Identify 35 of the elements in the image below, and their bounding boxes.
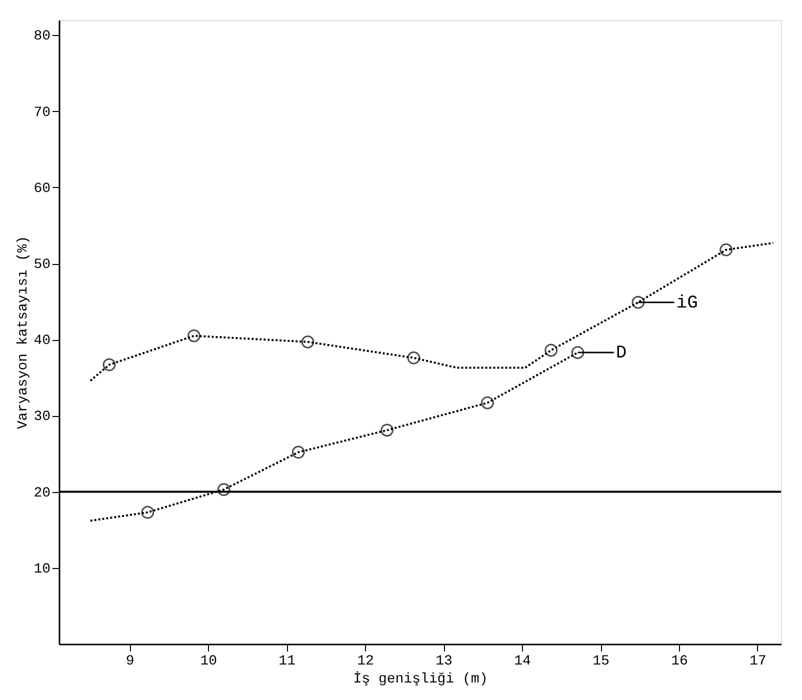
x-tick-label: 13	[436, 654, 452, 670]
point	[380, 424, 394, 437]
annotation: D	[616, 344, 627, 364]
y-axis-title: Varyasyon katsayısı (%)	[16, 236, 32, 430]
point	[544, 344, 558, 357]
point	[481, 396, 494, 410]
y-tick-label: 40	[34, 333, 50, 350]
x-tick-label: 12	[357, 654, 374, 670]
annotation: iG	[676, 293, 698, 314]
x-tick-label: 11	[278, 654, 296, 670]
point	[188, 329, 200, 342]
y-tick-label: 10	[34, 561, 50, 578]
x-tick-label: 10	[200, 654, 218, 670]
point	[292, 446, 305, 459]
line-series	[89, 242, 774, 382]
y-tick-label: 30	[34, 409, 50, 426]
point	[571, 346, 584, 359]
x-axis-title: İş genişliği (m)	[353, 670, 488, 688]
x-tick-label: 9	[126, 654, 134, 670]
x-tick-label: 15	[592, 654, 610, 670]
y-tick-label: 70	[34, 104, 50, 121]
point	[632, 296, 645, 309]
point	[407, 351, 420, 364]
point	[141, 506, 154, 519]
point	[301, 335, 314, 348]
x-tick-label: 14	[514, 654, 531, 670]
x-tick-label: 17	[750, 654, 766, 670]
point	[217, 483, 230, 496]
x-tick-label: 16	[671, 654, 688, 670]
point	[102, 358, 116, 372]
y-tick-label: 20	[34, 485, 50, 502]
point	[720, 243, 733, 256]
y-tick-label: 60	[34, 180, 50, 197]
y-tick-label: 50	[34, 257, 50, 274]
y-tick-label: 80	[34, 28, 50, 45]
